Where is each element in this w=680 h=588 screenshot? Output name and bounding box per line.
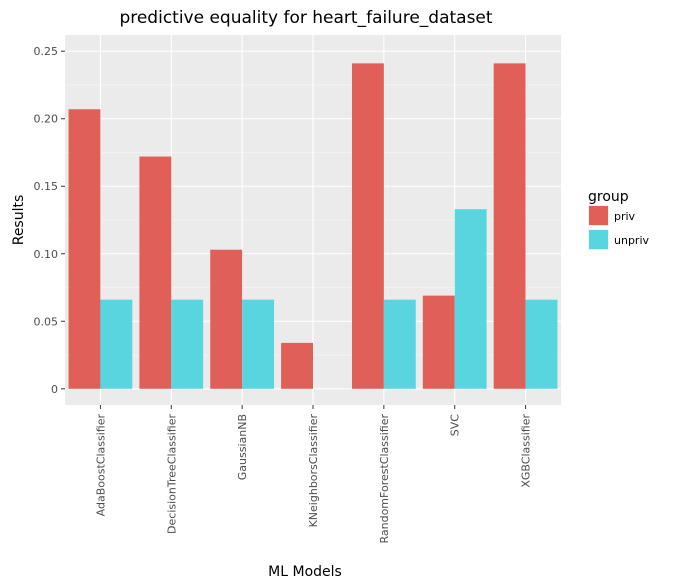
bar-unpriv bbox=[100, 299, 133, 389]
y-tick-label: 0.05 bbox=[34, 315, 59, 328]
legend-title: group bbox=[588, 189, 629, 205]
bar-unpriv bbox=[525, 299, 558, 389]
x-tick-label: AdaBoostClassifier bbox=[94, 414, 107, 517]
bar-priv bbox=[139, 156, 172, 389]
bar-unpriv bbox=[454, 209, 487, 389]
y-tick-label: 0 bbox=[51, 383, 58, 396]
chart-title: predictive equality for heart_failure_da… bbox=[119, 8, 492, 28]
y-axis: 0 0.05 0.10 0.15 0.20 0.25 bbox=[34, 45, 65, 396]
y-tick-label: 0.25 bbox=[34, 45, 59, 58]
bars bbox=[68, 63, 558, 389]
legend: group priv unpriv bbox=[588, 189, 650, 250]
x-tick-label: XGBClassifier bbox=[520, 414, 533, 488]
bar-priv bbox=[210, 249, 243, 389]
x-tick-label: GaussianNB bbox=[236, 414, 249, 480]
legend-label-priv: priv bbox=[614, 210, 636, 223]
x-tick-label: DecisionTreeClassifier bbox=[165, 414, 178, 534]
y-axis-title: Results bbox=[11, 195, 27, 246]
bar-priv bbox=[351, 63, 384, 389]
y-tick-label: 0.15 bbox=[34, 180, 59, 193]
legend-key-priv bbox=[589, 206, 608, 225]
bar-unpriv bbox=[171, 299, 204, 389]
legend-label-unpriv: unpriv bbox=[614, 234, 650, 247]
y-tick-label: 0.20 bbox=[34, 113, 59, 126]
x-tick-label: SVC bbox=[449, 414, 462, 437]
x-axis: AdaBoostClassifier DecisionTreeClassifier… bbox=[94, 405, 533, 544]
x-tick-label: KNeighborsClassifier bbox=[307, 414, 320, 528]
x-axis-title: ML Models bbox=[268, 564, 342, 580]
bar-priv bbox=[68, 109, 101, 389]
bar-priv bbox=[281, 342, 313, 389]
x-tick-label: RandomForestClassifier bbox=[378, 414, 391, 544]
bar-unpriv bbox=[383, 299, 416, 389]
y-tick-label: 0.10 bbox=[34, 248, 59, 261]
legend-key-unpriv bbox=[589, 230, 608, 249]
bar-priv bbox=[493, 63, 526, 389]
bar-unpriv bbox=[242, 299, 275, 389]
bar-priv bbox=[422, 295, 455, 389]
